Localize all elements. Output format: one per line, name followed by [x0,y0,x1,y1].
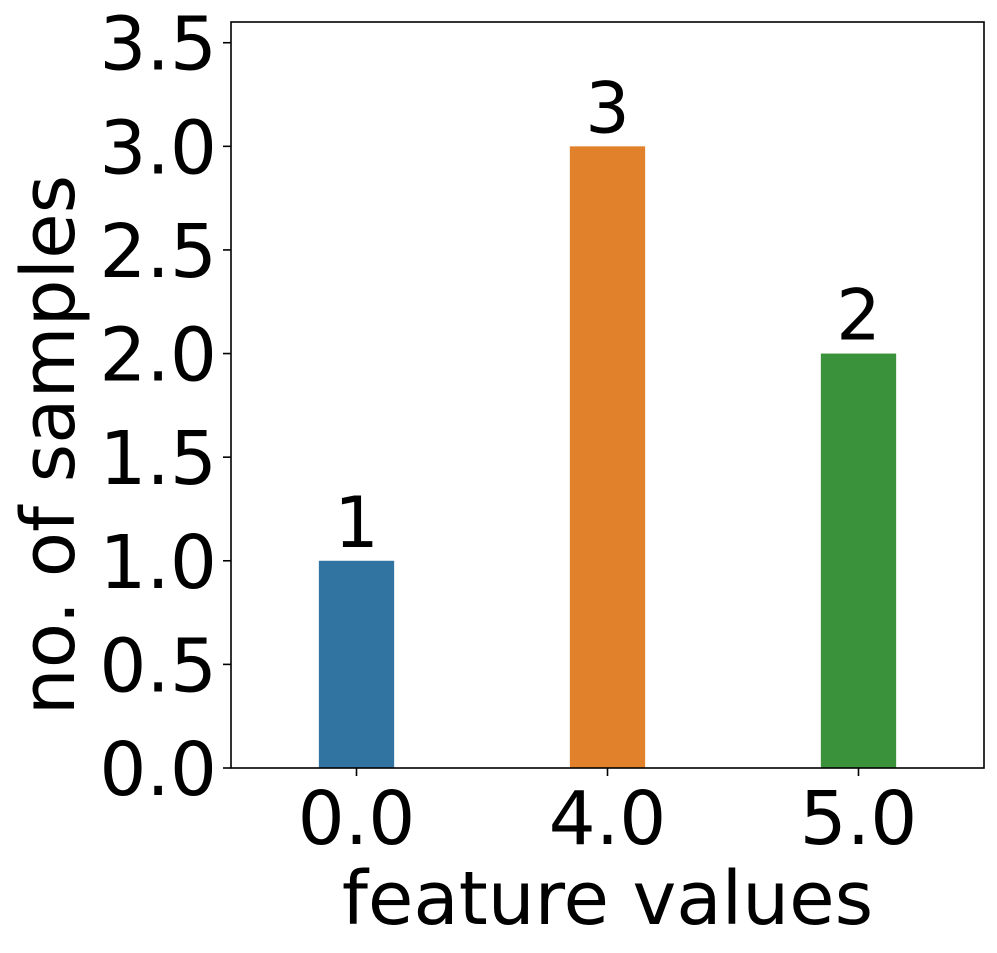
y-tick-label-1: 0.5 [99,623,217,709]
bar-2 [820,353,897,768]
y-tick-label-3: 1.5 [99,416,217,502]
x-tick-label-0: 0.0 [298,776,416,862]
y-axis-label: no. of samples [6,175,92,715]
x-tick-label-1: 4.0 [549,776,667,862]
y-tick-label-4: 2.0 [99,313,217,399]
bar-1 [569,146,646,769]
y-axis-ticks: 0.0 0.5 1.0 1.5 2.0 2.5 3.0 3.5 [99,2,231,813]
data-labels-group: 1 3 2 [334,67,881,563]
y-tick-label-7: 3.5 [99,2,217,88]
y-tick-label-0: 0.0 [99,727,217,813]
y-tick-label-6: 3.0 [99,105,217,191]
bar-data-label-0: 1 [334,482,379,564]
bar-0 [318,560,395,768]
y-tick-label-5: 2.5 [99,209,217,295]
bar-data-label-1: 3 [585,67,630,149]
x-tick-label-2: 5.0 [800,776,918,862]
x-axis-label: feature values [342,856,873,942]
bars-group [318,146,897,769]
x-axis-ticks: 0.0 4.0 5.0 [298,768,918,862]
bar-data-label-2: 2 [836,275,881,357]
y-tick-label-2: 1.0 [99,520,217,606]
